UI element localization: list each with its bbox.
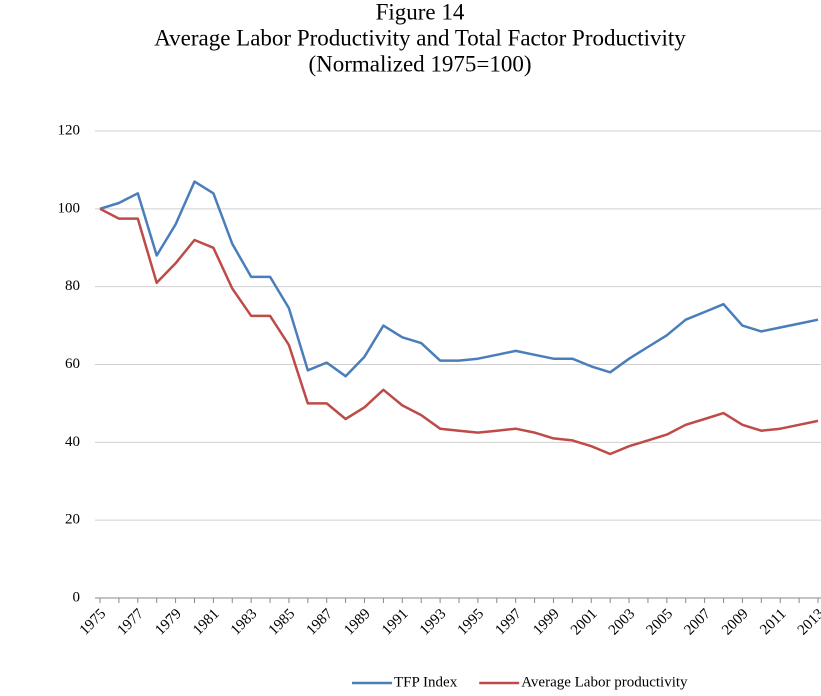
series-line <box>99 207 819 456</box>
legend-label: Average Labor productivity <box>521 674 688 690</box>
y-tick-label: 60 <box>65 356 80 372</box>
x-tick-label: 2001 <box>568 606 601 639</box>
x-tick-label: 1987 <box>303 606 336 639</box>
x-tick-label: 1995 <box>455 606 488 639</box>
x-tick-label: 1993 <box>417 606 450 639</box>
y-tick-label: 20 <box>65 512 80 528</box>
x-tick-label: 2009 <box>719 606 752 639</box>
x-tick-label: 2011 <box>757 606 789 638</box>
x-tick-label: 1991 <box>379 606 412 639</box>
legend-label: TFP Index <box>394 674 458 690</box>
x-tick-label: 2013 <box>795 606 821 639</box>
x-tick-label: 2007 <box>681 606 714 639</box>
y-tick-label: 100 <box>58 200 81 216</box>
x-tick-label: 1981 <box>190 606 223 639</box>
x-tick-label: 1983 <box>228 606 261 639</box>
x-tick-label: 2003 <box>606 606 639 639</box>
series-line <box>99 180 819 378</box>
chart-note: (Normalized 1975=100) <box>308 51 531 76</box>
x-tick-label: 1997 <box>492 606 525 639</box>
chart-subtitle: Average Labor Productivity and Total Fac… <box>154 25 686 50</box>
y-tick-label: 120 <box>58 122 81 138</box>
y-tick-label: 40 <box>65 434 80 450</box>
x-tick-label: 1999 <box>530 606 563 639</box>
x-tick-label: 1977 <box>115 606 148 639</box>
x-tick-label: 1975 <box>77 606 110 639</box>
y-tick-label: 0 <box>73 589 81 605</box>
y-tick-label: 80 <box>65 278 80 294</box>
x-tick-label: 1979 <box>152 606 185 639</box>
x-tick-label: 1989 <box>341 606 374 639</box>
chart-title: Figure 14 <box>376 0 465 24</box>
x-tick-label: 2005 <box>644 606 677 639</box>
x-tick-label: 1985 <box>266 606 299 639</box>
